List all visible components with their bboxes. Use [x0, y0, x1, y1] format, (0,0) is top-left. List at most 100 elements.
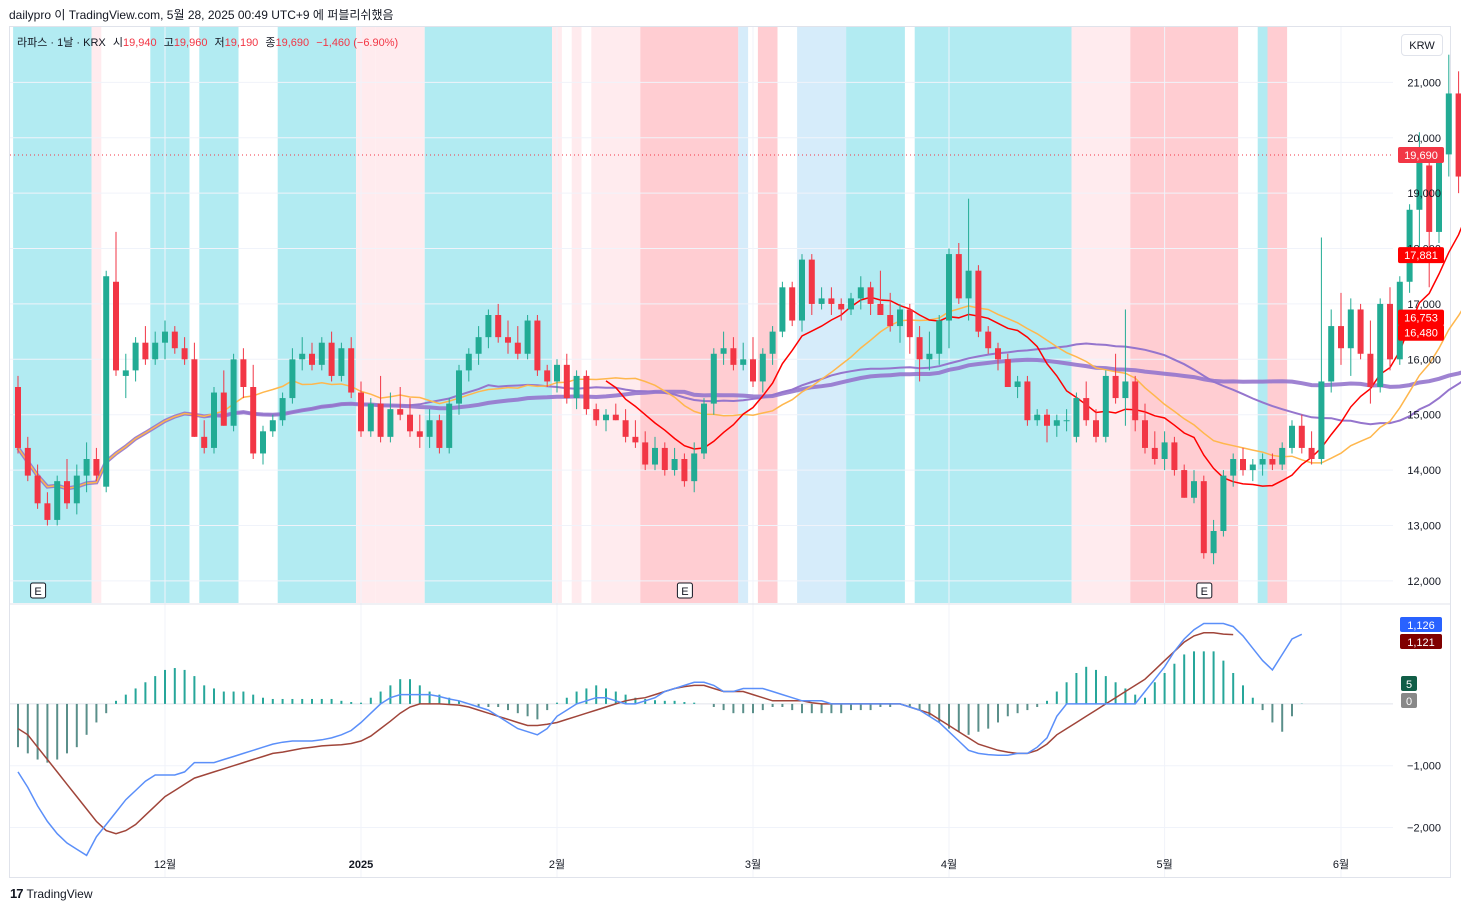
candle-body [1289, 425, 1295, 448]
candle-body [201, 436, 208, 448]
candle-body [681, 459, 688, 482]
macd-value-label: 1,126 [1407, 620, 1435, 632]
candle-body [299, 353, 306, 360]
background-band [738, 27, 749, 603]
candle-body [103, 276, 110, 487]
macd-value-label-box [1400, 617, 1442, 632]
x-tick-label: 3월 [745, 858, 761, 871]
candlesticks [15, 54, 1461, 565]
candle-body [1102, 375, 1109, 437]
background-band [591, 27, 641, 603]
legend-close: 19,690 [275, 37, 310, 49]
candle-body [1338, 326, 1344, 349]
background-band [571, 27, 582, 603]
currency-button[interactable]: KRW [1401, 34, 1443, 56]
candle-body [348, 348, 355, 393]
candle-body [593, 409, 600, 421]
background-band [757, 27, 778, 603]
candle-body [1181, 470, 1188, 498]
earnings-marker [1196, 582, 1213, 599]
candle-body [338, 348, 345, 376]
candle-body [495, 315, 502, 338]
macd-value-label: 0 [1406, 696, 1412, 708]
background-band [13, 27, 92, 603]
price-label-box [1398, 309, 1444, 326]
candle-body [799, 259, 805, 321]
candle-body [191, 359, 198, 437]
candle-body [612, 414, 619, 421]
legend-open: 19,940 [122, 37, 157, 49]
candle-body [505, 337, 511, 343]
y-tick-label: 16,000 [1407, 354, 1441, 366]
ma-orange-line [17, 305, 1461, 490]
candle-body [1024, 381, 1031, 421]
background-band [914, 27, 1072, 603]
candle-body [1318, 381, 1325, 459]
y-tick-label: 13,000 [1407, 520, 1441, 532]
candle-body [1387, 303, 1393, 360]
candle-body [936, 320, 943, 354]
candle-body [1249, 464, 1256, 471]
candle-body [1171, 442, 1178, 471]
signal-line [17, 632, 1234, 835]
candle-body [1357, 309, 1364, 354]
candle-body [367, 403, 374, 432]
candle-body [122, 370, 129, 376]
candle-body [83, 459, 90, 476]
price-labels: 19,690 17,881 16,753 16,480 1,126 1,121 5 0 [1398, 146, 1444, 708]
candle-body [524, 320, 531, 354]
candle-body [220, 392, 227, 426]
candle-body [279, 398, 286, 421]
candle-body [475, 337, 482, 354]
candle-body [897, 309, 903, 327]
candle-body [387, 409, 394, 437]
candle-body [211, 392, 217, 448]
candle-body [1220, 475, 1227, 531]
background-band [1130, 27, 1239, 603]
candle-body [1044, 414, 1050, 426]
publish-attribution: dailypro 이 TradingView.com, 5월 28, 2025 … [9, 8, 394, 22]
earnings-marker [30, 582, 47, 599]
candle-body [397, 409, 404, 415]
candle-body [916, 337, 923, 360]
background-band [199, 27, 239, 603]
y-tick-label: 21,000 [1407, 77, 1441, 89]
ma-purple-line [17, 342, 1461, 490]
candle-body [857, 287, 864, 299]
macd-pane [10, 622, 1393, 857]
y-tick-label: 12,000 [1407, 576, 1441, 588]
price-label: 16,753 [1404, 313, 1438, 325]
candle-body [632, 436, 639, 443]
background-band [356, 27, 376, 603]
candle-body [789, 287, 796, 321]
price-label: 19,690 [1404, 150, 1438, 162]
y-tick-label: 19,000 [1407, 188, 1441, 200]
candle-body [1416, 148, 1423, 210]
legend-high-label: 고 [163, 37, 174, 49]
candle-body [750, 359, 756, 382]
macd-y-tick-label: −2,000 [1407, 823, 1441, 835]
candle-body [603, 414, 609, 421]
candle-body [779, 287, 786, 332]
earnings-marker-label: E [681, 586, 688, 598]
candle-body [1004, 359, 1011, 387]
candle-body [1151, 447, 1158, 459]
candle-body [230, 359, 237, 426]
candle-body [652, 447, 658, 465]
candle-body [759, 353, 766, 382]
candle-body [73, 475, 80, 504]
tradingview-brand[interactable]: 17 TradingView [10, 886, 93, 901]
legend-close-label: 종 [265, 37, 276, 49]
candle-body [1230, 459, 1237, 476]
chart-frame [9, 26, 1451, 878]
candle-body [1200, 481, 1207, 554]
candle-body [416, 431, 423, 437]
candle-body [1083, 398, 1090, 421]
candle-body [142, 342, 149, 360]
price-label: 16,480 [1404, 328, 1438, 340]
candle-body [1436, 154, 1442, 232]
candle-body [465, 353, 472, 371]
price-label-box [1398, 324, 1444, 341]
macd-value-label: 5 [1406, 679, 1412, 691]
